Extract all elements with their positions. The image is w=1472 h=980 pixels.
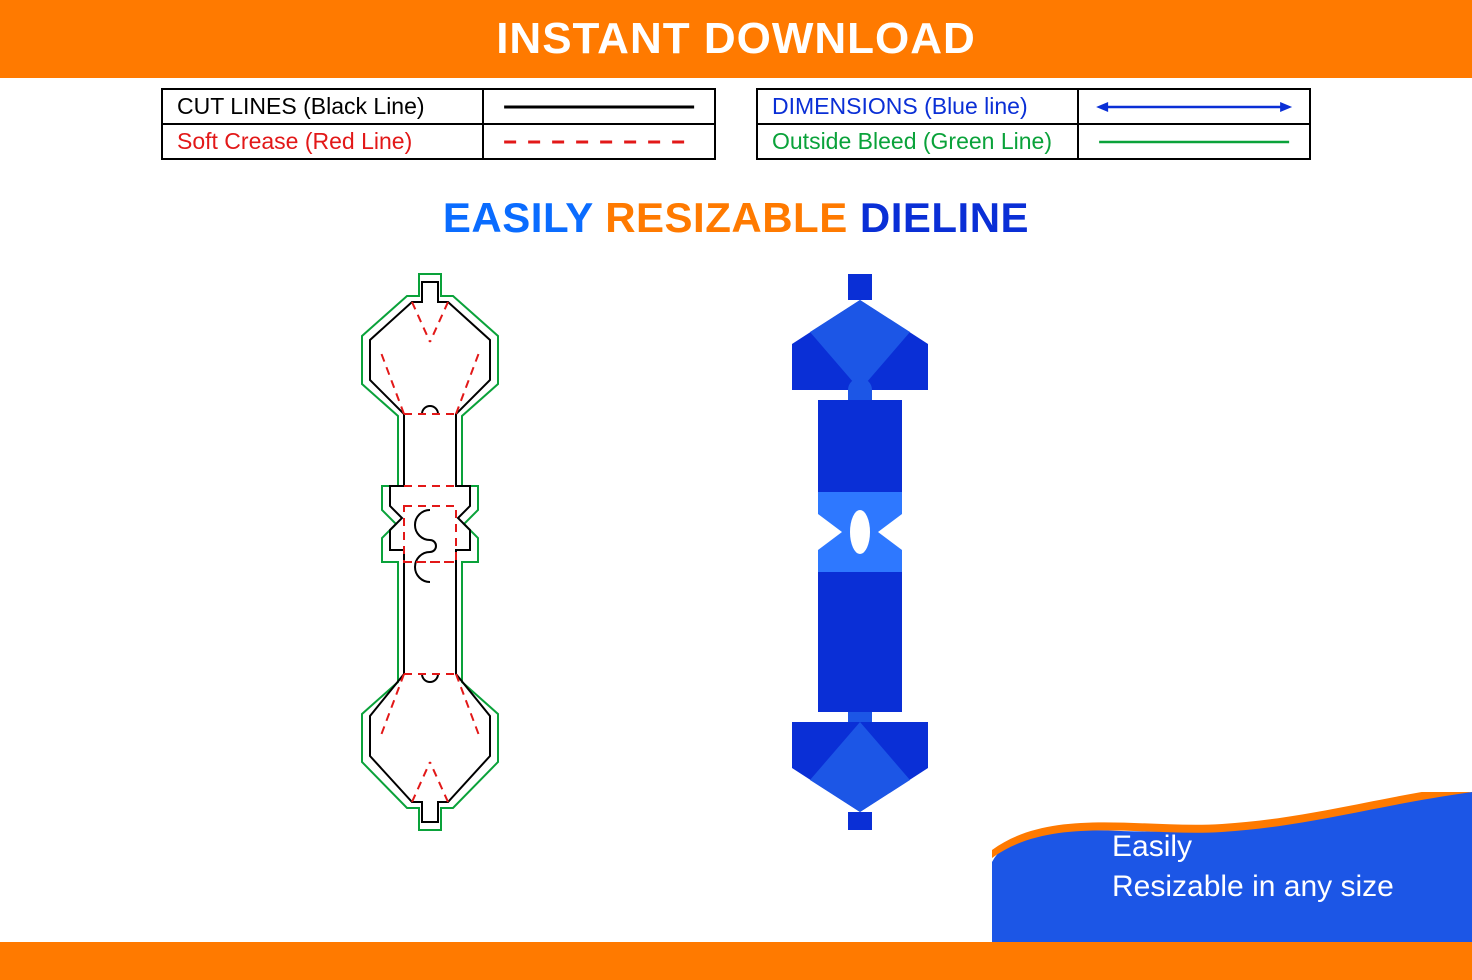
badge-line1: Easily bbox=[1112, 827, 1472, 868]
footer-bar bbox=[0, 942, 1472, 980]
diagrams-area bbox=[0, 262, 1472, 882]
legend-cut-sample bbox=[483, 89, 715, 124]
resizable-badge: Easily Resizable in any size bbox=[992, 792, 1472, 942]
header-bar: INSTANT DOWNLOAD bbox=[0, 0, 1472, 78]
legend-cut-label: CUT LINES (Black Line) bbox=[162, 89, 483, 124]
legend-dim-label: DIMENSIONS (Blue line) bbox=[757, 89, 1078, 124]
legend-crease-sample bbox=[483, 124, 715, 159]
legend-dim-sample bbox=[1078, 89, 1310, 124]
dieline-outline bbox=[340, 272, 520, 832]
legend-left: CUT LINES (Black Line) Soft Crease (Red … bbox=[161, 88, 716, 160]
legend-crease-label: Soft Crease (Red Line) bbox=[162, 124, 483, 159]
headline-part-1: EASILY bbox=[443, 194, 605, 241]
legend-right: DIMENSIONS (Blue line) Outside Bleed (Gr… bbox=[756, 88, 1311, 160]
headline-part-2: RESIZABLE bbox=[605, 194, 860, 241]
legend-bleed-label: Outside Bleed (Green Line) bbox=[757, 124, 1078, 159]
badge-line2: Resizable in any size bbox=[1112, 867, 1472, 908]
header-title: INSTANT DOWNLOAD bbox=[496, 14, 976, 64]
legend-bleed-sample bbox=[1078, 124, 1310, 159]
headline-part-3: DIELINE bbox=[860, 194, 1029, 241]
legend: CUT LINES (Black Line) Soft Crease (Red … bbox=[0, 88, 1472, 160]
dieline-filled bbox=[760, 272, 960, 832]
headline: EASILY RESIZABLE DIELINE bbox=[0, 194, 1472, 242]
